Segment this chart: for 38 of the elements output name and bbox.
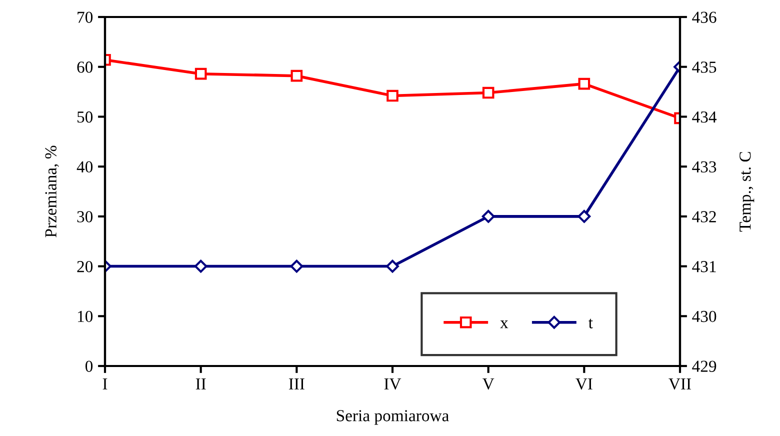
y-tick-label: 20	[77, 260, 93, 272]
x-tick-label: V	[482, 378, 494, 390]
y2-tick-label: 436	[692, 12, 716, 23]
x-axis-title: Seria pomiarowa	[336, 410, 449, 425]
y-tick-label: 10	[78, 310, 93, 322]
x-tick-label: III	[288, 378, 304, 390]
legend-label: t	[588, 318, 593, 328]
point	[386, 90, 398, 102]
x-tick-label: VI	[576, 378, 592, 390]
y-tick-label: 60	[77, 62, 93, 73]
x-tick-label: IV	[384, 378, 402, 390]
y2-tick-label: 430	[692, 310, 716, 322]
y2-tick-label: 434	[692, 111, 717, 123]
y-axis-title: Przemiana, %	[45, 146, 59, 238]
y2-tick-label: 433	[692, 161, 716, 173]
point	[578, 210, 591, 223]
x-tick-label: VII	[668, 378, 691, 390]
legend-label: x	[500, 320, 508, 328]
point	[290, 260, 304, 273]
point	[194, 260, 208, 273]
point	[482, 210, 495, 223]
y2-tick-label: 429	[692, 360, 716, 372]
y2-tick-label: 432	[692, 211, 716, 222]
y-tick-label: 40	[76, 161, 93, 173]
x-tick-label: II	[196, 378, 206, 390]
x-tick-label: I	[102, 378, 108, 390]
y-tick-label: 30	[77, 211, 93, 222]
point	[482, 86, 494, 99]
y-tick-label: 50	[77, 111, 93, 123]
y2-axis-title: Temp., st. C	[740, 152, 754, 232]
y-tick-label: 70	[78, 12, 93, 23]
y-tick-label: 0	[85, 360, 93, 372]
point	[194, 68, 207, 80]
y2-tick-label: 435	[692, 62, 716, 73]
point	[578, 78, 590, 90]
y2-tick-label: 431	[692, 261, 716, 272]
point	[386, 260, 399, 273]
point	[290, 70, 303, 82]
